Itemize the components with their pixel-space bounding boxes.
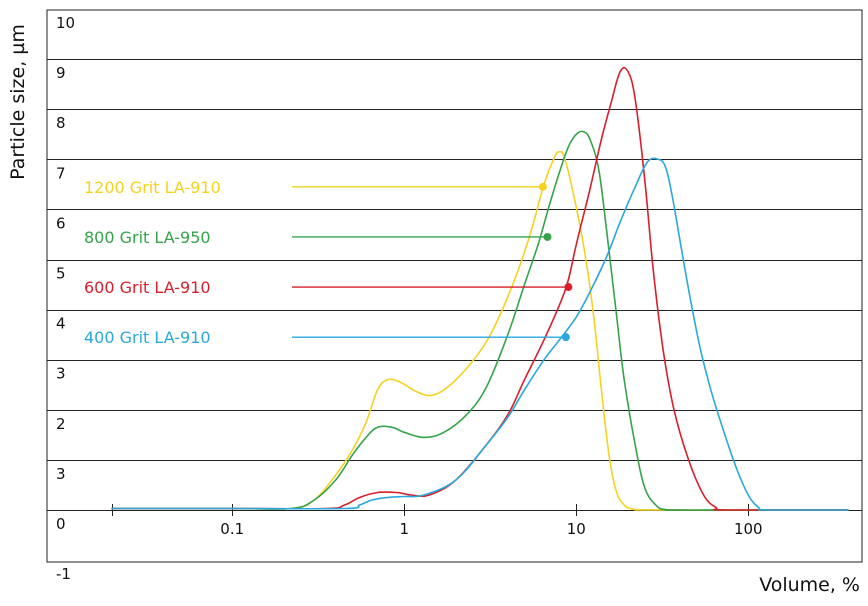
y-axis-label: Particle size, µm — [7, 24, 29, 180]
legend-marker-4 — [561, 333, 570, 342]
legend-marker-2 — [543, 232, 552, 241]
y-tick-label: 9 — [56, 64, 66, 82]
x-tick-label: 1 — [399, 520, 409, 538]
y-tick-label: 8 — [56, 114, 66, 132]
series-layer — [111, 66, 849, 511]
series-line-4 — [111, 157, 849, 511]
legend-label-1: 1200 Grit LA-910 — [84, 178, 221, 197]
series-line-3 — [111, 66, 849, 511]
legend-label-4: 400 Grit LA-910 — [84, 328, 211, 347]
y-tick-label: 5 — [56, 265, 66, 283]
legend-layer: 1200 Grit LA-910 800 Grit LA-950 600 Grit … — [84, 178, 573, 347]
legend-label-2: 800 Grit LA-950 — [84, 228, 211, 247]
y-tick-label: 3 — [56, 365, 66, 383]
y-tick-label: 4 — [56, 315, 66, 333]
y-tick-label: 7 — [56, 164, 66, 182]
y-tick-label: 10 — [56, 14, 75, 32]
y-tick-label: 0 — [56, 515, 66, 533]
y-tick-label: 3 — [56, 465, 66, 483]
series-line-1 — [111, 150, 849, 511]
x-tick-label: 100 — [734, 520, 763, 538]
x-tick-label: 0.1 — [220, 520, 244, 538]
y-tick-label: 2 — [56, 415, 66, 433]
y-tick-label: -1 — [56, 565, 71, 583]
x-axis-label: Volume, % — [759, 574, 860, 596]
legend-marker-1 — [538, 182, 547, 191]
legend-label-3: 600 Grit LA-910 — [84, 278, 211, 297]
legend-marker-3 — [564, 283, 573, 292]
axis-layer: -1 0 3 2 3 4 5 6 7 8 9 10 0.1 1 10 100 — [56, 14, 763, 583]
y-tick-label: 6 — [56, 214, 66, 232]
x-tick-label: 10 — [567, 520, 586, 538]
plot-frame — [46, 9, 863, 563]
